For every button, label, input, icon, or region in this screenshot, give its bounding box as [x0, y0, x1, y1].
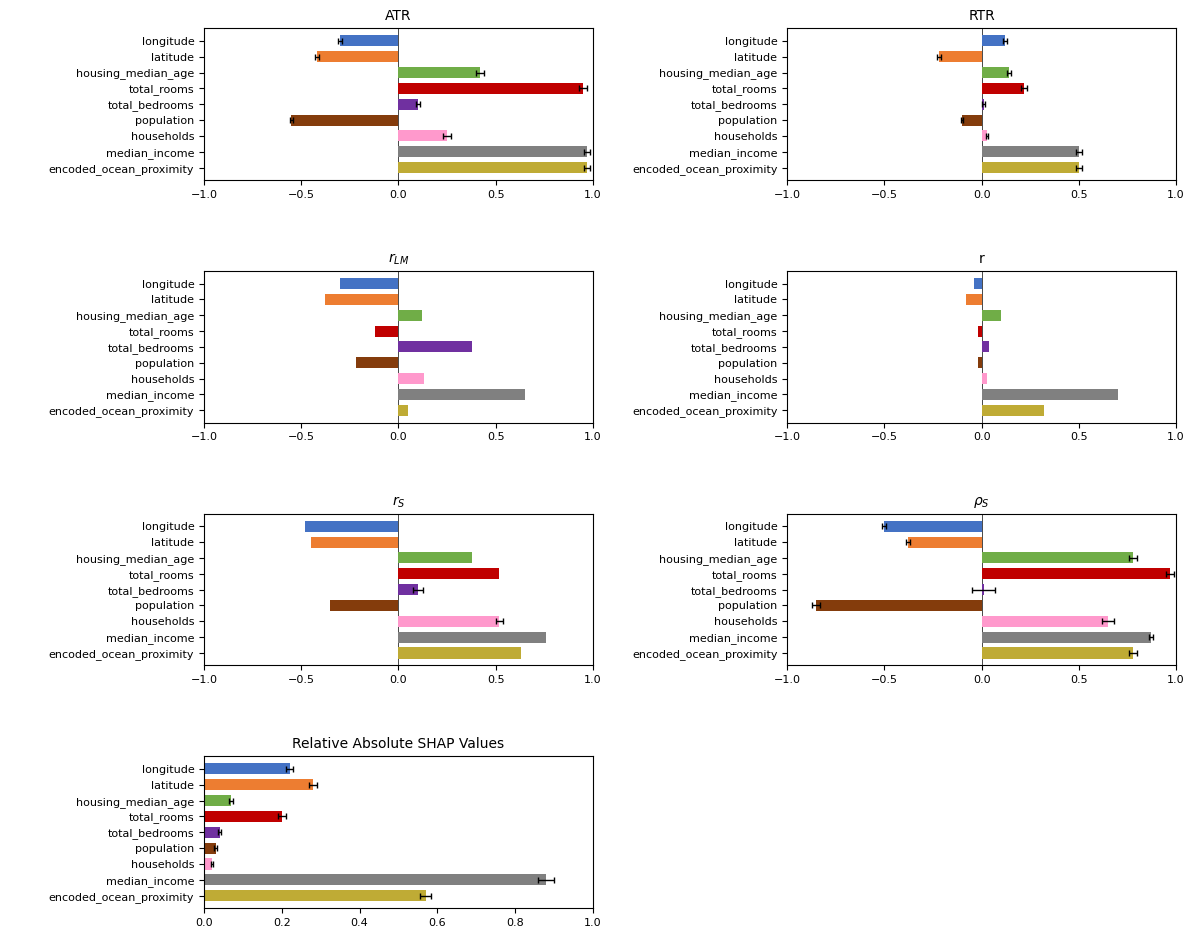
Bar [340, 35, 398, 46]
Bar [292, 114, 398, 126]
Title: $\rho_S$: $\rho_S$ [973, 496, 990, 511]
Bar [340, 278, 398, 289]
Bar [317, 51, 398, 62]
Title: r: r [979, 252, 984, 266]
Bar [204, 858, 211, 869]
Bar [974, 278, 982, 289]
Bar [816, 600, 982, 611]
Bar [398, 389, 524, 400]
Bar [398, 405, 408, 416]
Bar [398, 584, 418, 595]
Bar [982, 67, 1009, 79]
Bar [982, 131, 988, 142]
Bar [398, 98, 418, 110]
Bar [204, 763, 289, 775]
Bar [398, 342, 473, 353]
Bar [982, 98, 984, 110]
Title: ATR: ATR [385, 9, 412, 23]
Bar [311, 536, 398, 548]
Bar [982, 632, 1151, 642]
Bar [398, 616, 499, 627]
Bar [204, 827, 220, 838]
Bar [907, 536, 982, 548]
Title: RTR: RTR [968, 9, 995, 23]
Bar [982, 647, 1133, 658]
Bar [398, 309, 421, 321]
Title: $r_S$: $r_S$ [391, 495, 406, 510]
Bar [398, 83, 583, 94]
Bar [938, 51, 982, 62]
Title: $r_{LM}$: $r_{LM}$ [388, 252, 409, 267]
Bar [398, 147, 587, 157]
Bar [204, 843, 216, 853]
Bar [982, 83, 1025, 94]
Bar [982, 147, 1079, 157]
Bar [305, 520, 398, 532]
Bar [982, 405, 1044, 416]
Bar [982, 584, 984, 595]
Bar [398, 67, 480, 79]
Title: Relative Absolute SHAP Values: Relative Absolute SHAP Values [293, 737, 504, 751]
Bar [884, 520, 982, 532]
Bar [962, 114, 982, 126]
Bar [982, 309, 1001, 321]
Bar [398, 632, 546, 642]
Bar [982, 35, 1004, 46]
Bar [204, 811, 282, 822]
Bar [398, 552, 473, 564]
Bar [204, 874, 546, 885]
Bar [978, 358, 982, 368]
Bar [398, 373, 424, 384]
Bar [330, 600, 398, 611]
Bar [982, 616, 1108, 627]
Bar [376, 325, 398, 337]
Bar [204, 780, 313, 790]
Bar [324, 294, 398, 305]
Bar [966, 294, 982, 305]
Bar [398, 131, 446, 142]
Bar [204, 795, 232, 806]
Bar [982, 569, 1170, 579]
Bar [978, 325, 982, 337]
Bar [398, 647, 521, 658]
Bar [204, 890, 426, 902]
Bar [982, 373, 988, 384]
Bar [982, 162, 1079, 173]
Bar [398, 162, 587, 173]
Bar [398, 569, 499, 579]
Bar [982, 389, 1117, 400]
Bar [982, 342, 989, 353]
Bar [355, 358, 398, 368]
Bar [982, 552, 1133, 564]
